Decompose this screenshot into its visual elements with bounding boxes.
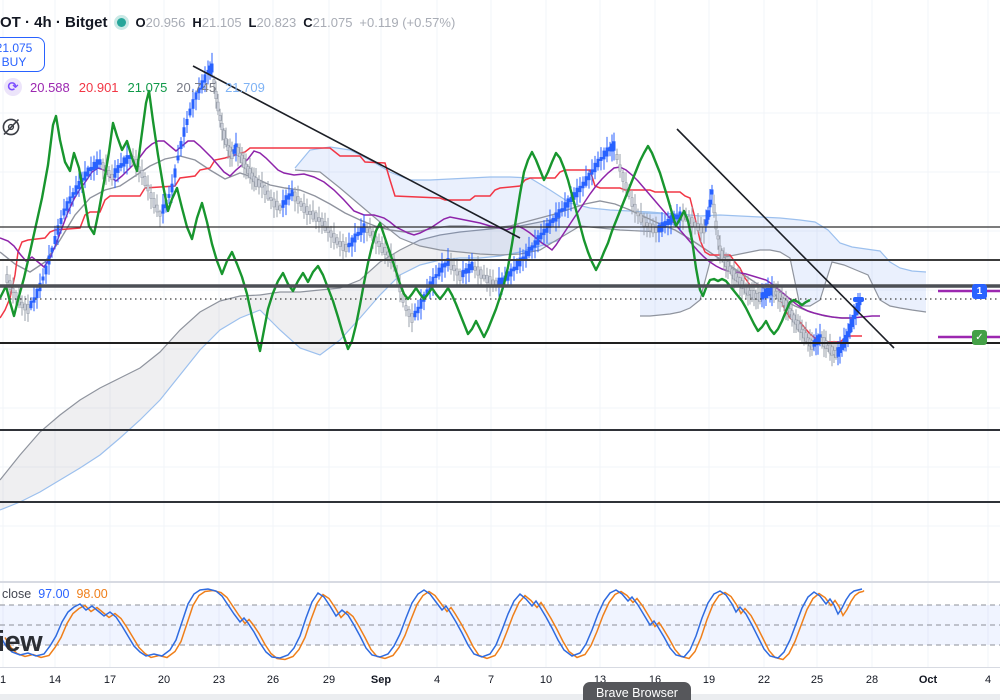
symbol-title[interactable]: OT · 4h · Bitget — [0, 13, 108, 31]
ohlc-close: C21.075 — [303, 14, 353, 30]
hide-drawings-eye-icon[interactable] — [1, 116, 23, 138]
x-axis-tick: 20 — [157, 674, 171, 686]
x-axis-tick: 19 — [702, 674, 716, 686]
x-axis-tick: Sep — [370, 674, 392, 686]
stoch-d-value: 98.00 — [76, 587, 108, 601]
x-axis-tick: 1 — [0, 674, 7, 686]
x-axis-tick: 22 — [757, 674, 771, 686]
x-axis-tick: 4 — [433, 674, 441, 686]
symbol-legend-row: OT · 4h · Bitget O20.956 H21.105 L20.823… — [0, 12, 455, 32]
stoch-source-label: close — [2, 587, 32, 601]
ohlc-low: L20.823 — [248, 14, 297, 30]
stoch-k-value: 97.00 — [38, 587, 70, 601]
ohlc-open: O20.956 — [135, 14, 186, 30]
x-axis-tick: 7 — [487, 674, 495, 686]
tradingview-watermark: iew — [0, 626, 43, 658]
buy-button[interactable]: 21.075 BUY — [0, 37, 45, 72]
buy-price: 21.075 — [0, 40, 33, 55]
taskbar-edge — [0, 694, 1000, 700]
x-axis-tick: 4 — [984, 674, 992, 686]
brave-browser-tooltip: Brave Browser — [583, 682, 691, 700]
indicator-legend-row: ⟳ 20.588 20.901 21.075 20.745 21.709 — [4, 77, 274, 97]
price-change: +0.119 (+0.57%) — [359, 14, 456, 30]
indicator-value-4: 20.745 — [176, 79, 217, 95]
buy-label: BUY — [1, 54, 27, 69]
x-axis-tick: Oct — [918, 674, 938, 686]
indicator-value-1: 20.588 — [30, 79, 70, 95]
x-axis-tick: 23 — [212, 674, 226, 686]
drawing-badge-1[interactable]: 1 — [972, 284, 987, 299]
market-status-dot-icon[interactable] — [116, 17, 126, 27]
x-axis-tick: 25 — [810, 674, 824, 686]
x-axis-tick: 26 — [266, 674, 280, 686]
indicator-loading-icon[interactable]: ⟳ — [4, 78, 22, 96]
x-axis-tick: 10 — [539, 674, 553, 686]
indicator-value-5: 21.709 — [225, 79, 265, 95]
x-axis-tick: 14 — [48, 674, 62, 686]
indicator-value-2: 20.901 — [78, 79, 119, 95]
stoch-legend-row[interactable]: close 97.00 98.00 — [2, 587, 115, 601]
x-axis-tick: 29 — [322, 674, 336, 686]
ohlc-high: H21.105 — [192, 14, 242, 30]
x-axis-tick: 28 — [865, 674, 879, 686]
drawing-badge-check[interactable]: ✓ — [972, 330, 987, 345]
indicator-value-3: 21.075 — [127, 79, 168, 95]
x-axis-tick: 17 — [103, 674, 117, 686]
